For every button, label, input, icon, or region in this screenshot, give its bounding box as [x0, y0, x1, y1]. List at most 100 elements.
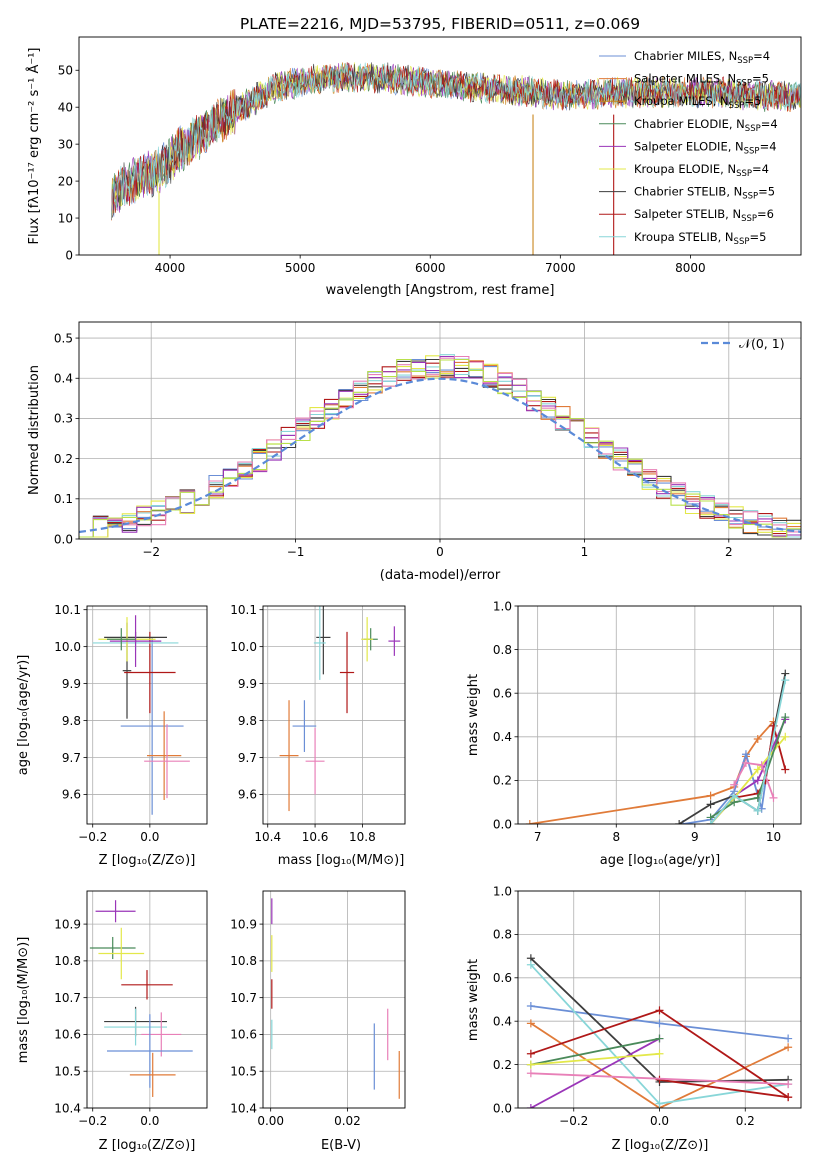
y-tick-label: 0.2 — [54, 452, 73, 466]
y-axis-label: mass [log₁₀(M/M⊙)] — [16, 937, 31, 1064]
legend-label: Kroupa STELIB, NSSP=5 — [634, 230, 766, 247]
x-tick-label: −0.2 — [78, 830, 107, 844]
y-tick-label: 10.4 — [230, 1101, 257, 1115]
x-tick-label: −2 — [142, 545, 160, 559]
age_vs_Z-frame — [86, 605, 208, 825]
mass_vs_ebv-grid — [263, 891, 405, 1109]
x-tick-label: −1 — [287, 545, 305, 559]
x-tick-label: 0 — [436, 545, 444, 559]
y-tick-label: 20 — [58, 174, 73, 188]
spectrum-frame — [78, 36, 802, 256]
x-tick-label: 10.4 — [254, 830, 281, 844]
weight-marker — [757, 761, 766, 770]
x-tick-label: 0.02 — [334, 1114, 361, 1128]
x-axis-label: (data-model)/error — [380, 568, 501, 583]
legend-label: Chabrier STELIB, NSSP=5 — [634, 185, 775, 202]
age_vs_mass-data — [279, 606, 401, 812]
weight-marker — [706, 800, 715, 809]
y-tick-label: 0.1 — [54, 492, 73, 506]
y-tick-label: 9.7 — [62, 751, 81, 765]
x-tick-label: −0.2 — [559, 1114, 588, 1128]
y-tick-label: 0 — [65, 248, 73, 262]
y-tick-label: 10.8 — [230, 954, 257, 968]
age_vs_mass-panel: 10.4 10.6 10.8 9.6 9.7 9.8 9.9 10.0 10.1 mass [lo… — [230, 603, 406, 868]
weight-line — [530, 1072, 789, 1085]
spectrum-legend: Chabrier MILES, NSSP=4 Salpeter MILES, NS… — [599, 49, 778, 247]
y-tick-label: 9.6 — [62, 788, 81, 802]
weight-marker — [655, 1099, 664, 1108]
x-tick-label: 6000 — [415, 261, 446, 275]
y-tick-label: 0.8 — [493, 928, 512, 942]
x-axis-label: wavelength [Angstrom, rest frame] — [326, 283, 555, 298]
x-axis-label: Z [log₁₀(Z/Z⊙)] — [99, 853, 196, 868]
legend-subscript: SSP — [737, 56, 753, 66]
weight-marker — [526, 1069, 535, 1078]
weight-marker — [655, 1006, 664, 1015]
mass_vs_Z-panel: −0.2 0.0 10.4 10.5 10.6 10.7 10.8 10.9 Z [log₁₀(… — [16, 890, 208, 1153]
legend-count: =4 — [761, 117, 778, 131]
y-axis-label: mass weight — [466, 959, 481, 1041]
weight-line — [530, 1037, 660, 1108]
weight-marker — [781, 765, 790, 774]
legend-subscript: SSP — [744, 146, 760, 156]
weight-marker — [526, 1002, 535, 1011]
y-tick-label: 9.8 — [238, 714, 257, 728]
y-axis-label: age [log₁₀(age/yr)] — [16, 655, 31, 776]
weight-marker — [706, 791, 715, 800]
y-tick-label: 0.0 — [493, 817, 512, 831]
figure-title: PLATE=2216, MJD=53795, FIBERID=0511, z=0… — [240, 15, 640, 33]
x-tick-label: 0.0 — [140, 1114, 159, 1128]
y-tick-label: 0.2 — [493, 774, 512, 788]
weight-marker — [781, 676, 790, 685]
weight-marker — [655, 1075, 664, 1084]
x-tick-label: 0.00 — [257, 1114, 284, 1128]
age_vs_mass-grid — [263, 606, 405, 824]
legend-count: =6 — [757, 207, 774, 221]
y-tick-label: 0.4 — [54, 372, 73, 386]
y-tick-label: 10.1 — [230, 603, 257, 617]
legend-subscript: SSP — [742, 192, 758, 202]
legend-count: =4 — [753, 49, 770, 63]
legend-subscript: SSP — [736, 169, 752, 179]
weight-line — [659, 1078, 789, 1099]
legend-subscript: SSP — [729, 101, 745, 111]
legend-count: =5 — [744, 94, 761, 108]
x-tick-label: 1 — [581, 545, 589, 559]
y-tick-label: 10.6 — [230, 1028, 257, 1042]
mass_vs_ebv-frame — [262, 890, 406, 1109]
y-axis-label: mass weight — [466, 674, 481, 756]
y-tick-label: 10.7 — [230, 991, 257, 1005]
weight-marker — [655, 1019, 664, 1028]
weight-marker — [753, 776, 762, 785]
x-tick-label: 10.8 — [349, 830, 376, 844]
y-tick-label: 10.6 — [54, 1028, 81, 1042]
x-tick-label: 8 — [612, 830, 620, 844]
x-tick-label: 10 — [766, 830, 781, 844]
legend-label: Salpeter STELIB, NSSP=6 — [634, 207, 774, 224]
mass_vs_Z-frame — [86, 890, 208, 1109]
weight-line — [709, 679, 787, 824]
weight-marker — [526, 1104, 535, 1108]
age_vs_Z-data — [92, 615, 190, 815]
legend-count: =5 — [758, 185, 775, 199]
y-tick-label: 50 — [58, 64, 73, 78]
y-tick-label: 10.4 — [54, 1101, 81, 1115]
y-tick-label: 0.4 — [493, 1015, 512, 1029]
legend-count: =5 — [749, 230, 766, 244]
x-tick-label: 4000 — [155, 261, 186, 275]
weight_vs_Z-panel: −0.2 0.0 0.2 0.0 0.2 0.4 0.6 0.8 1.0 Z [log₁₀(Z/Z… — [466, 884, 802, 1153]
y-tick-label: 1.0 — [493, 884, 512, 898]
x-tick-label: 9 — [691, 830, 699, 844]
residuals-data — [79, 354, 801, 538]
y-tick-label: 40 — [58, 101, 73, 115]
y-tick-label: 10.8 — [54, 954, 81, 968]
y-tick-label: 9.8 — [62, 714, 81, 728]
age_vs_Z-grid — [87, 606, 207, 824]
y-tick-label: 0.8 — [493, 643, 512, 657]
plots-group: 4000 5000 6000 7000 800001020304050wavelengt… — [16, 36, 802, 1153]
y-tick-label: 0.3 — [54, 412, 73, 426]
y-tick-label: 0.4 — [493, 730, 512, 744]
y-tick-label: 10.5 — [54, 1065, 81, 1079]
weight-marker — [526, 1060, 535, 1069]
y-tick-label: 9.9 — [238, 677, 257, 691]
